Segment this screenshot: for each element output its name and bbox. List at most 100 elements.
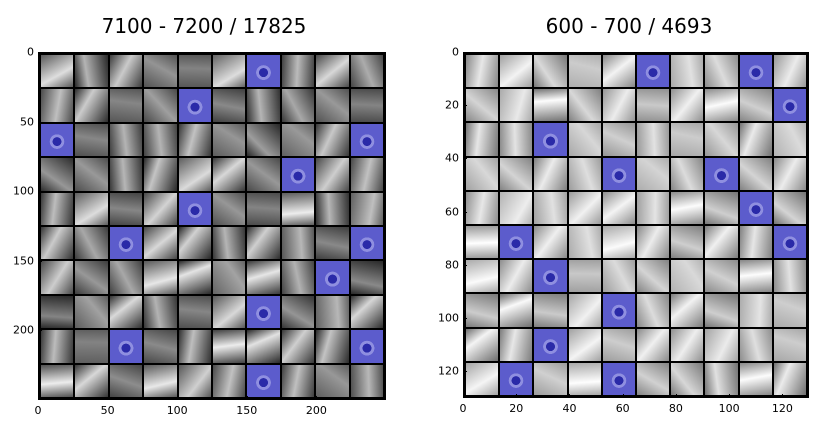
image-tile <box>671 157 704 190</box>
image-tile <box>41 295 74 329</box>
image-tile <box>671 191 704 224</box>
image-tile <box>144 89 177 122</box>
image-tile <box>534 191 567 224</box>
image-tile <box>466 89 499 122</box>
image-tile <box>41 89 74 122</box>
y-tick-mark <box>38 121 42 123</box>
image-tile <box>178 158 211 191</box>
y-tick-mark <box>38 260 42 262</box>
image-tile <box>500 123 533 156</box>
image-tile <box>144 192 177 225</box>
y-tick-mark <box>463 264 467 266</box>
image-tile <box>705 226 738 259</box>
panel-left-title: 7100 - 7200 / 17825 <box>101 14 307 38</box>
x-tick-label: 80 <box>668 402 683 415</box>
image-tile <box>637 260 670 293</box>
image-tile <box>247 330 280 363</box>
image-tile <box>41 330 74 363</box>
image-tile <box>109 89 143 122</box>
y-tick-mark <box>463 318 467 320</box>
image-tile <box>637 328 670 361</box>
y-tick-label: 50 <box>20 115 34 129</box>
x-tick-label: 100 <box>718 402 740 415</box>
x-tick-label: 20 <box>509 402 524 415</box>
image-tile <box>637 89 670 122</box>
image-tile <box>568 328 601 361</box>
image-tile <box>41 55 74 88</box>
image-tile <box>500 89 533 122</box>
image-tile <box>466 260 499 293</box>
image-tile <box>466 362 499 395</box>
image-tile <box>568 123 601 156</box>
image-tile <box>602 328 635 361</box>
image-tile <box>602 260 635 293</box>
image-tile <box>144 364 177 397</box>
image-tile <box>75 227 108 260</box>
x-tick-mark <box>38 396 39 400</box>
image-tile <box>213 55 246 88</box>
image-tile <box>213 158 246 191</box>
image-tile <box>109 192 143 225</box>
y-tick-label: 0 <box>27 45 34 59</box>
image-tile <box>500 55 533 88</box>
image-tile <box>316 227 349 260</box>
image-tile <box>671 123 704 156</box>
image-tile <box>773 55 806 88</box>
image-tile <box>144 158 177 191</box>
image-tile <box>466 328 499 361</box>
image-tile <box>213 227 246 260</box>
image-tile <box>75 261 108 294</box>
image-tile <box>247 261 280 294</box>
image-tile <box>178 227 211 260</box>
image-tile <box>705 123 738 156</box>
y-tick-mark <box>463 52 467 53</box>
image-tile <box>534 328 567 361</box>
image-tile <box>75 55 108 88</box>
image-tile <box>568 226 601 259</box>
image-tile <box>671 328 704 361</box>
image-tile <box>705 89 738 122</box>
image-tile <box>500 362 533 395</box>
image-tile <box>671 260 704 293</box>
image-tile <box>41 364 74 397</box>
image-tile <box>41 123 74 157</box>
image-tile <box>568 89 601 122</box>
image-tile <box>534 260 567 293</box>
y-tick-label: 80 <box>445 258 459 272</box>
image-tile <box>247 89 280 122</box>
image-tile <box>144 55 177 88</box>
x-tick-label: 40 <box>562 402 577 415</box>
image-tile <box>350 364 383 397</box>
image-tile <box>671 294 704 327</box>
image-tile <box>739 89 772 122</box>
image-tile <box>281 261 315 294</box>
image-tile <box>144 227 177 260</box>
image-tile <box>739 55 772 88</box>
image-tile <box>773 260 806 293</box>
image-tile <box>500 226 533 259</box>
image-tile <box>247 123 280 157</box>
image-tile <box>739 123 772 156</box>
image-tile <box>178 364 211 397</box>
image-tile <box>671 55 704 88</box>
y-tick-label: 0 <box>452 45 459 59</box>
image-tile <box>534 157 567 190</box>
image-tile <box>350 89 383 122</box>
image-tile <box>534 123 567 156</box>
image-tile <box>213 123 246 157</box>
x-tick-mark <box>177 396 179 400</box>
image-tile <box>739 362 772 395</box>
image-tile <box>281 295 315 329</box>
image-tile <box>350 261 383 294</box>
image-tile <box>602 226 635 259</box>
y-tick-label: 150 <box>13 254 34 268</box>
image-tile <box>739 294 772 327</box>
image-tile <box>41 227 74 260</box>
x-tick-label: 150 <box>236 404 258 417</box>
image-tile <box>350 227 383 260</box>
image-tile <box>637 123 670 156</box>
image-tile <box>41 192 74 225</box>
image-tile <box>500 294 533 327</box>
image-tile <box>109 261 143 294</box>
image-tile <box>178 123 211 157</box>
